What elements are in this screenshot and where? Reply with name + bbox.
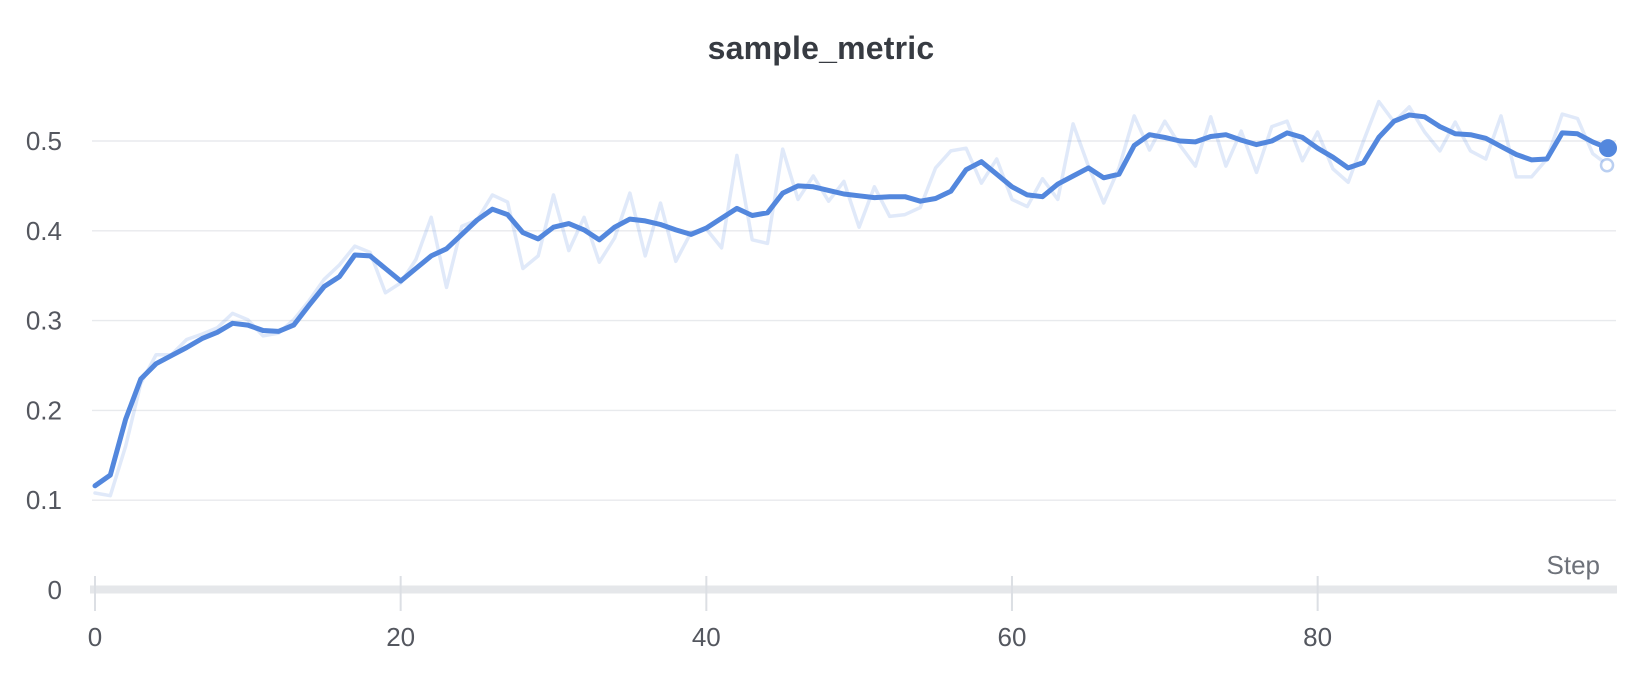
x-tick-marks: [94, 576, 1319, 611]
y-gridlines: [92, 140, 1616, 501]
y-tick-label: 0.5: [26, 126, 62, 156]
y-tick-label: 0.2: [26, 395, 62, 425]
chart-title: sample_metric: [707, 30, 935, 66]
x-tick-label: 40: [692, 622, 721, 652]
raw-end-marker: [1599, 157, 1615, 173]
y-tick-labels: 0 0.1 0.2 0.3 0.4 0.5: [26, 126, 62, 605]
smoothed-end-marker: [1599, 139, 1618, 158]
x-axis-title: Step: [1547, 550, 1601, 580]
plot-area[interactable]: [90, 85, 1618, 594]
x-tick-label: 20: [386, 622, 415, 652]
x-tick-label: 60: [998, 622, 1027, 652]
x-tick-label: 80: [1303, 622, 1332, 652]
x-tick-label: 0: [88, 622, 102, 652]
y-tick-label: 0.1: [26, 485, 62, 515]
y-tick-label: 0.4: [26, 216, 62, 246]
x-axis-bar: [90, 585, 1617, 594]
smoothed-series-line: [92, 112, 1611, 489]
y-tick-label: 0.3: [26, 306, 62, 336]
raw-series-line: [93, 99, 1610, 498]
y-tick-label: 0: [48, 575, 62, 605]
x-tick-labels: 0 20 40 60 80: [88, 622, 1332, 652]
